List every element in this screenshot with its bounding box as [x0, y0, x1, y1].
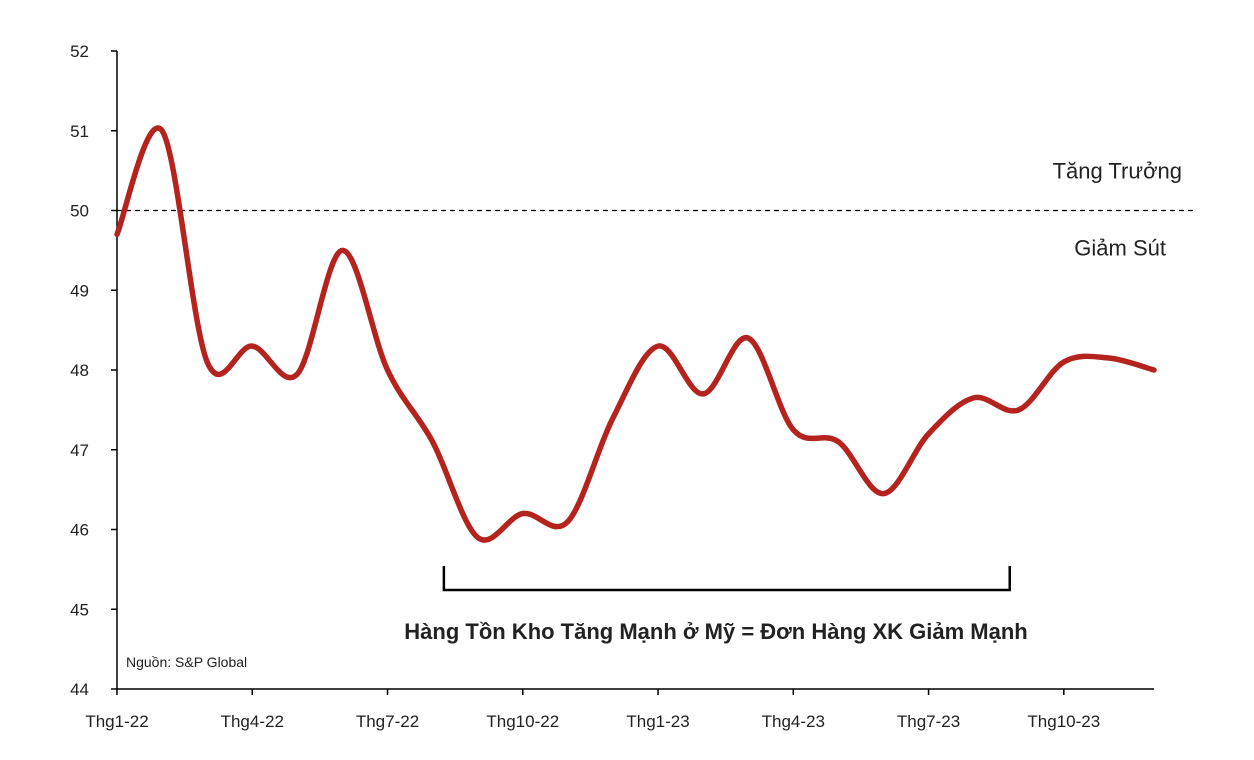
annotation-bracket — [442, 566, 1011, 592]
y-ticks: 44 45 46 47 48 49 50 51 52 — [70, 42, 117, 699]
y-tick-label: 48 — [70, 361, 89, 380]
x-tick-label: Thg7-22 — [356, 712, 419, 731]
y-tick-label: 51 — [70, 122, 89, 141]
zone-label-decline: Giảm Sút — [1074, 236, 1166, 261]
x-tick-label: Thg10-23 — [1027, 712, 1100, 731]
y-tick-label: 47 — [70, 441, 89, 460]
y-tick-label: 49 — [70, 281, 89, 300]
x-tick-label: Thg4-22 — [221, 712, 284, 731]
y-tick-label: 46 — [70, 521, 89, 540]
x-tick-label: Thg4-23 — [762, 712, 825, 731]
x-tick-label: Thg7-23 — [897, 712, 960, 731]
y-tick-label: 45 — [70, 600, 89, 619]
x-tick-label: Thg1-22 — [85, 712, 148, 731]
series-line — [114, 125, 1157, 543]
zone-label-growth: Tăng Trưởng — [1053, 159, 1182, 184]
y-tick-label: 50 — [70, 202, 89, 221]
source-note: Nguồn: S&P Global — [126, 654, 247, 670]
annotation-text: Hàng Tồn Kho Tăng Mạnh ở Mỹ = Đơn Hàng X… — [404, 619, 1027, 644]
x-tick-label: Thg1-23 — [626, 712, 689, 731]
x-ticks: Thg1-22 Thg4-22 Thg7-22 Thg10-22 Thg1-23 Thg4… — [85, 689, 1100, 731]
y-tick-label: 44 — [70, 680, 89, 699]
y-tick-label: 52 — [70, 42, 89, 61]
x-tick-label: Thg10-22 — [486, 712, 559, 731]
